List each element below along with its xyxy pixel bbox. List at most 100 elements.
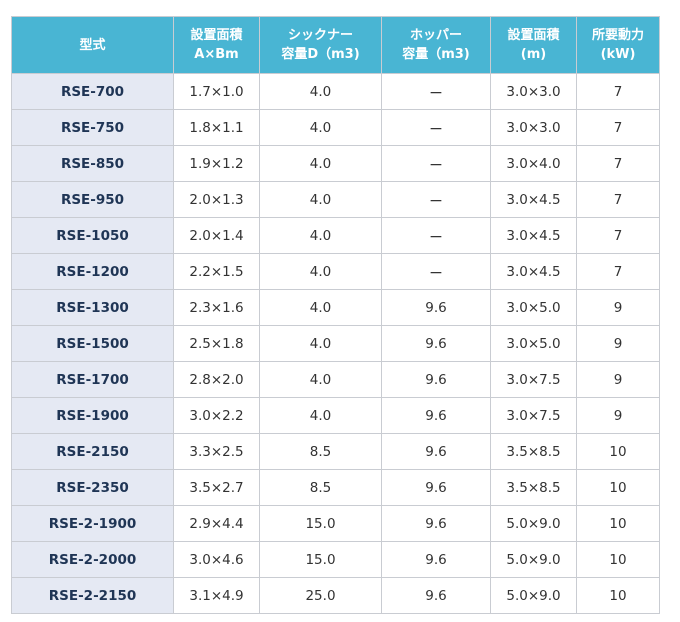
cell-power: 10 bbox=[576, 541, 660, 578]
cell-footprint: 3.3×2.5 bbox=[173, 433, 260, 470]
header-thickener-line-1: シックナー bbox=[287, 28, 353, 43]
header-power-line-1: 所要動力 bbox=[591, 28, 644, 43]
header-model: 型式 bbox=[11, 16, 174, 74]
cell-power: 10 bbox=[576, 433, 660, 470]
cell-model: RSE-2150 bbox=[11, 433, 174, 470]
cell-thickener: 4.0 bbox=[259, 109, 382, 146]
cell-thickener: 4.0 bbox=[259, 289, 382, 326]
cell-install-area: 3.5×8.5 bbox=[490, 469, 577, 506]
header-footprint-line-2: A×Bm bbox=[194, 47, 239, 62]
header-install-area-line-1: 設置面積 bbox=[507, 28, 560, 43]
cell-hopper: 9.6 bbox=[381, 361, 491, 398]
cell-install-area: 3.5×8.5 bbox=[490, 433, 577, 470]
cell-power: 7 bbox=[576, 181, 660, 218]
cell-thickener: 4.0 bbox=[259, 145, 382, 182]
cell-power: 9 bbox=[576, 397, 660, 434]
cell-footprint: 1.9×1.2 bbox=[173, 145, 260, 182]
header-thickener-capacity: シックナー 容量D（m3) bbox=[259, 16, 382, 74]
cell-hopper: 9.6 bbox=[381, 577, 491, 614]
cell-model: RSE-700 bbox=[11, 73, 174, 110]
cell-footprint: 2.0×1.4 bbox=[173, 217, 260, 254]
cell-power: 10 bbox=[576, 577, 660, 614]
cell-install-area: 3.0×4.0 bbox=[490, 145, 577, 182]
cell-thickener: 4.0 bbox=[259, 397, 382, 434]
header-hopper-capacity: ホッパー 容量（m3) bbox=[381, 16, 491, 74]
cell-thickener: 4.0 bbox=[259, 361, 382, 398]
table-row: RSE-1300 2.3×1.6 4.0 9.6 3.0×5.0 9 bbox=[11, 289, 660, 326]
table-row: RSE-1200 2.2×1.5 4.0 ー 3.0×4.5 7 bbox=[11, 253, 660, 290]
cell-thickener: 4.0 bbox=[259, 181, 382, 218]
cell-thickener: 15.0 bbox=[259, 505, 382, 542]
table-row: RSE-950 2.0×1.3 4.0 ー 3.0×4.5 7 bbox=[11, 181, 660, 218]
cell-hopper: ー bbox=[381, 217, 491, 254]
cell-hopper: ー bbox=[381, 181, 491, 218]
cell-model: RSE-2350 bbox=[11, 469, 174, 506]
cell-install-area: 3.0×7.5 bbox=[490, 361, 577, 398]
table-row: RSE-1500 2.5×1.8 4.0 9.6 3.0×5.0 9 bbox=[11, 325, 660, 362]
cell-install-area: 5.0×9.0 bbox=[490, 541, 577, 578]
cell-hopper: 9.6 bbox=[381, 325, 491, 362]
cell-footprint: 2.2×1.5 bbox=[173, 253, 260, 290]
cell-footprint: 3.0×2.2 bbox=[173, 397, 260, 434]
cell-install-area: 3.0×4.5 bbox=[490, 181, 577, 218]
cell-install-area: 3.0×3.0 bbox=[490, 109, 577, 146]
cell-hopper: ー bbox=[381, 73, 491, 110]
cell-model: RSE-1200 bbox=[11, 253, 174, 290]
cell-install-area: 3.0×3.0 bbox=[490, 73, 577, 110]
cell-install-area: 3.0×5.0 bbox=[490, 289, 577, 326]
cell-footprint: 3.1×4.9 bbox=[173, 577, 260, 614]
cell-footprint: 1.8×1.1 bbox=[173, 109, 260, 146]
table-row: RSE-2350 3.5×2.7 8.5 9.6 3.5×8.5 10 bbox=[11, 469, 660, 506]
cell-footprint: 2.5×1.8 bbox=[173, 325, 260, 362]
table-row: RSE-750 1.8×1.1 4.0 ー 3.0×3.0 7 bbox=[11, 109, 660, 146]
cell-model: RSE-1300 bbox=[11, 289, 174, 326]
header-power: 所要動力 (kW) bbox=[576, 16, 660, 74]
header-footprint: 設置面積 A×Bm bbox=[173, 16, 260, 74]
cell-model: RSE-2-2000 bbox=[11, 541, 174, 578]
cell-footprint: 1.7×1.0 bbox=[173, 73, 260, 110]
cell-install-area: 5.0×9.0 bbox=[490, 505, 577, 542]
cell-footprint: 2.3×1.6 bbox=[173, 289, 260, 326]
cell-footprint: 2.8×2.0 bbox=[173, 361, 260, 398]
cell-model: RSE-1700 bbox=[11, 361, 174, 398]
header-install-area-line-2: (m) bbox=[520, 47, 547, 62]
cell-model: RSE-850 bbox=[11, 145, 174, 182]
table-row: RSE-700 1.7×1.0 4.0 ー 3.0×3.0 7 bbox=[11, 73, 660, 110]
cell-thickener: 4.0 bbox=[259, 217, 382, 254]
table-row: RSE-2-2150 3.1×4.9 25.0 9.6 5.0×9.0 10 bbox=[11, 577, 660, 614]
cell-footprint: 3.5×2.7 bbox=[173, 469, 260, 506]
cell-power: 7 bbox=[576, 217, 660, 254]
table-row: RSE-1900 3.0×2.2 4.0 9.6 3.0×7.5 9 bbox=[11, 397, 660, 434]
header-install-area: 設置面積 (m) bbox=[490, 16, 577, 74]
cell-model: RSE-1500 bbox=[11, 325, 174, 362]
cell-power: 9 bbox=[576, 325, 660, 362]
table-row: RSE-2-1900 2.9×4.4 15.0 9.6 5.0×9.0 10 bbox=[11, 505, 660, 542]
cell-thickener: 8.5 bbox=[259, 469, 382, 506]
cell-power: 9 bbox=[576, 289, 660, 326]
cell-model: RSE-950 bbox=[11, 181, 174, 218]
table-row: RSE-1050 2.0×1.4 4.0 ー 3.0×4.5 7 bbox=[11, 217, 660, 254]
cell-thickener: 15.0 bbox=[259, 541, 382, 578]
table-body: RSE-700 1.7×1.0 4.0 ー 3.0×3.0 7 RSE-750 1.8×1.1… bbox=[11, 73, 660, 614]
cell-thickener: 25.0 bbox=[259, 577, 382, 614]
cell-thickener: 4.0 bbox=[259, 73, 382, 110]
cell-thickener: 4.0 bbox=[259, 253, 382, 290]
cell-model: RSE-750 bbox=[11, 109, 174, 146]
cell-hopper: 9.6 bbox=[381, 469, 491, 506]
cell-hopper: ー bbox=[381, 253, 491, 290]
cell-hopper: ー bbox=[381, 145, 491, 182]
table-row: RSE-1700 2.8×2.0 4.0 9.6 3.0×7.5 9 bbox=[11, 361, 660, 398]
cell-model: RSE-1900 bbox=[11, 397, 174, 434]
cell-hopper: 9.6 bbox=[381, 505, 491, 542]
cell-hopper: 9.6 bbox=[381, 541, 491, 578]
cell-thickener: 4.0 bbox=[259, 325, 382, 362]
cell-model: RSE-2-1900 bbox=[11, 505, 174, 542]
cell-power: 10 bbox=[576, 469, 660, 506]
cell-power: 9 bbox=[576, 361, 660, 398]
cell-model: RSE-1050 bbox=[11, 217, 174, 254]
cell-power: 10 bbox=[576, 505, 660, 542]
cell-install-area: 3.0×5.0 bbox=[490, 325, 577, 362]
cell-hopper: ー bbox=[381, 109, 491, 146]
cell-power: 7 bbox=[576, 109, 660, 146]
cell-power: 7 bbox=[576, 73, 660, 110]
